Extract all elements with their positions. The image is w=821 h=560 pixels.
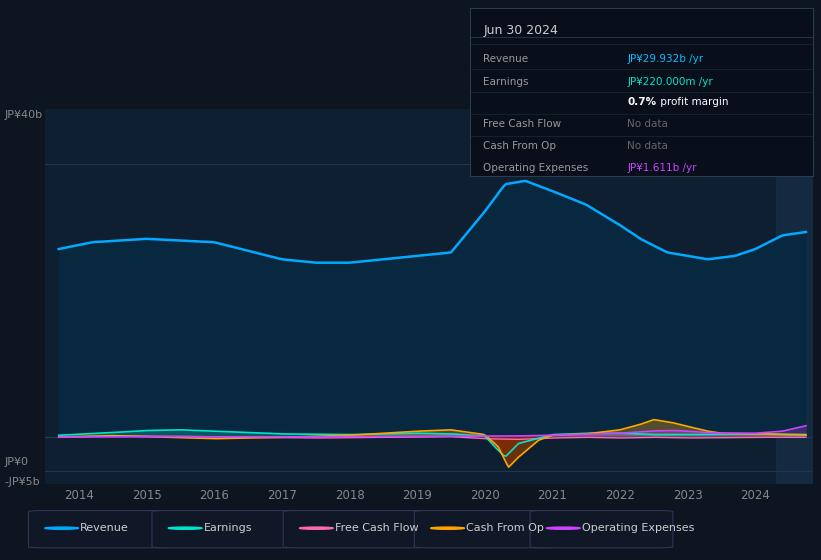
Text: 0.7%: 0.7% bbox=[627, 97, 657, 108]
Text: -JP¥5b: -JP¥5b bbox=[4, 477, 39, 487]
Text: Earnings: Earnings bbox=[204, 523, 252, 533]
Text: JP¥220.000m /yr: JP¥220.000m /yr bbox=[627, 77, 713, 87]
Text: JP¥40b: JP¥40b bbox=[4, 110, 42, 120]
Text: Cash From Op: Cash From Op bbox=[466, 523, 544, 533]
FancyBboxPatch shape bbox=[29, 511, 172, 548]
FancyBboxPatch shape bbox=[415, 511, 557, 548]
Text: Jun 30 2024: Jun 30 2024 bbox=[484, 24, 558, 36]
Text: Free Cash Flow: Free Cash Flow bbox=[335, 523, 419, 533]
Circle shape bbox=[300, 527, 333, 529]
Text: No data: No data bbox=[627, 119, 668, 129]
Text: JP¥1.611b /yr: JP¥1.611b /yr bbox=[627, 163, 697, 173]
FancyBboxPatch shape bbox=[283, 511, 426, 548]
Text: Revenue: Revenue bbox=[80, 523, 129, 533]
Text: profit margin: profit margin bbox=[657, 97, 728, 108]
Circle shape bbox=[168, 527, 202, 529]
Text: JP¥0: JP¥0 bbox=[4, 457, 28, 467]
Bar bbox=[776, 109, 813, 484]
Text: Free Cash Flow: Free Cash Flow bbox=[484, 119, 562, 129]
Text: No data: No data bbox=[627, 141, 668, 151]
Text: JP¥29.932b /yr: JP¥29.932b /yr bbox=[627, 54, 704, 64]
FancyBboxPatch shape bbox=[152, 511, 295, 548]
Circle shape bbox=[546, 527, 580, 529]
FancyBboxPatch shape bbox=[530, 511, 673, 548]
Text: Cash From Op: Cash From Op bbox=[484, 141, 557, 151]
Text: Earnings: Earnings bbox=[484, 77, 529, 87]
Text: Operating Expenses: Operating Expenses bbox=[484, 163, 589, 173]
Text: Operating Expenses: Operating Expenses bbox=[582, 523, 695, 533]
Circle shape bbox=[44, 527, 79, 529]
Text: Revenue: Revenue bbox=[484, 54, 529, 64]
Circle shape bbox=[430, 527, 465, 529]
